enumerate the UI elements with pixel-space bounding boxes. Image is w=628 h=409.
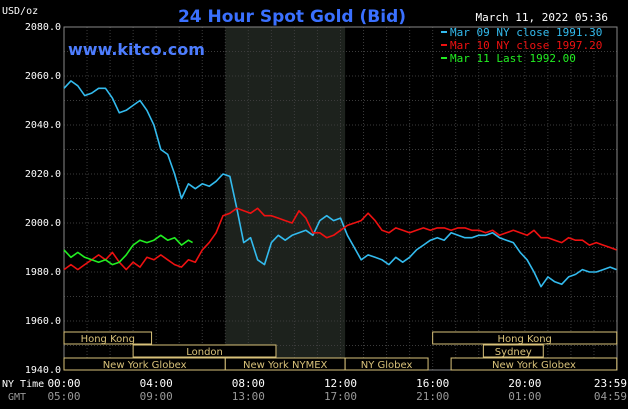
x-tick-label-ny: 00:00 bbox=[47, 377, 80, 390]
series-lines bbox=[63, 80, 617, 288]
x-tick-label-gmt: 13:00 bbox=[232, 390, 265, 403]
session-label: NY Globex bbox=[361, 360, 413, 371]
legend-entry: Mar 11 Last 1992.00 bbox=[450, 52, 576, 65]
session-label: London bbox=[186, 347, 223, 358]
session-box bbox=[132, 344, 277, 358]
series-line-mar-09 bbox=[63, 80, 617, 288]
legend-entry: Mar 09 NY close 1991.30 bbox=[450, 26, 602, 39]
x-tick-label-gmt: 21:00 bbox=[416, 390, 449, 403]
series-line-mar-11 bbox=[63, 234, 193, 266]
date-label: March 11, 2022 05:36 bbox=[476, 11, 608, 24]
y-tick-label: 2040.0 bbox=[25, 120, 61, 131]
y-axis: 2080.0 2060.0 2040.0 2020.0 2000.0 1980.0 1960… bbox=[25, 22, 61, 376]
gmt-label: GMT bbox=[8, 392, 26, 403]
session-label: New York Globex bbox=[492, 360, 576, 371]
source-watermark: www.kitco.com bbox=[68, 40, 205, 59]
grid-lines bbox=[63, 26, 618, 371]
session-box bbox=[450, 357, 618, 371]
session-label: Sydney bbox=[495, 347, 532, 358]
session-box bbox=[63, 331, 153, 345]
x-tick-label-ny: 04:00 bbox=[140, 377, 173, 390]
x-tick-label-ny: 08:00 bbox=[232, 377, 265, 390]
session-label: New York Globex bbox=[103, 360, 187, 371]
session-label: Hong Kong bbox=[498, 334, 552, 345]
session-box bbox=[344, 357, 429, 371]
x-tick-label-gmt: 17:00 bbox=[324, 390, 357, 403]
y-tick-label: 2020.0 bbox=[25, 169, 61, 180]
ny-time-label: NY Time bbox=[2, 379, 44, 390]
x-tick-label-ny: 20:00 bbox=[508, 377, 541, 390]
y-tick-label: 2000.0 bbox=[25, 218, 61, 229]
y-tick-label: 2080.0 bbox=[25, 22, 61, 33]
y-axis-label: USD/oz bbox=[2, 6, 38, 17]
x-tick-label-gmt: 01:00 bbox=[508, 390, 541, 403]
session-box bbox=[482, 344, 544, 358]
session-label: Hong Kong bbox=[81, 334, 135, 345]
x-tick-label-gmt: 05:00 bbox=[47, 390, 80, 403]
y-tick-label: 1980.0 bbox=[25, 267, 61, 278]
y-tick-label: 1960.0 bbox=[25, 316, 61, 327]
session-label: New York NYMEX bbox=[243, 360, 328, 371]
y-tick-label: 1940.0 bbox=[25, 365, 61, 376]
y-tick-label: 2060.0 bbox=[25, 71, 61, 82]
x-tick-label-ny: 23:59 bbox=[594, 377, 627, 390]
series-line-mar-10 bbox=[63, 207, 617, 271]
x-tick-label-gmt: 09:00 bbox=[140, 390, 173, 403]
x-tick-label-ny: 16:00 bbox=[416, 377, 449, 390]
session-box bbox=[432, 331, 618, 345]
legend-entry: Mar 10 NY close 1997.20 bbox=[450, 39, 602, 52]
market-sessions: Hong Kong Hong Kong London Sydney New York G… bbox=[63, 331, 618, 371]
x-tick-label-gmt: 04:59 bbox=[594, 390, 627, 403]
nymex-session-band bbox=[225, 27, 346, 370]
x-tick-label-ny: 12:00 bbox=[324, 377, 357, 390]
chart-title: 24 Hour Spot Gold (Bid) bbox=[178, 7, 406, 27]
